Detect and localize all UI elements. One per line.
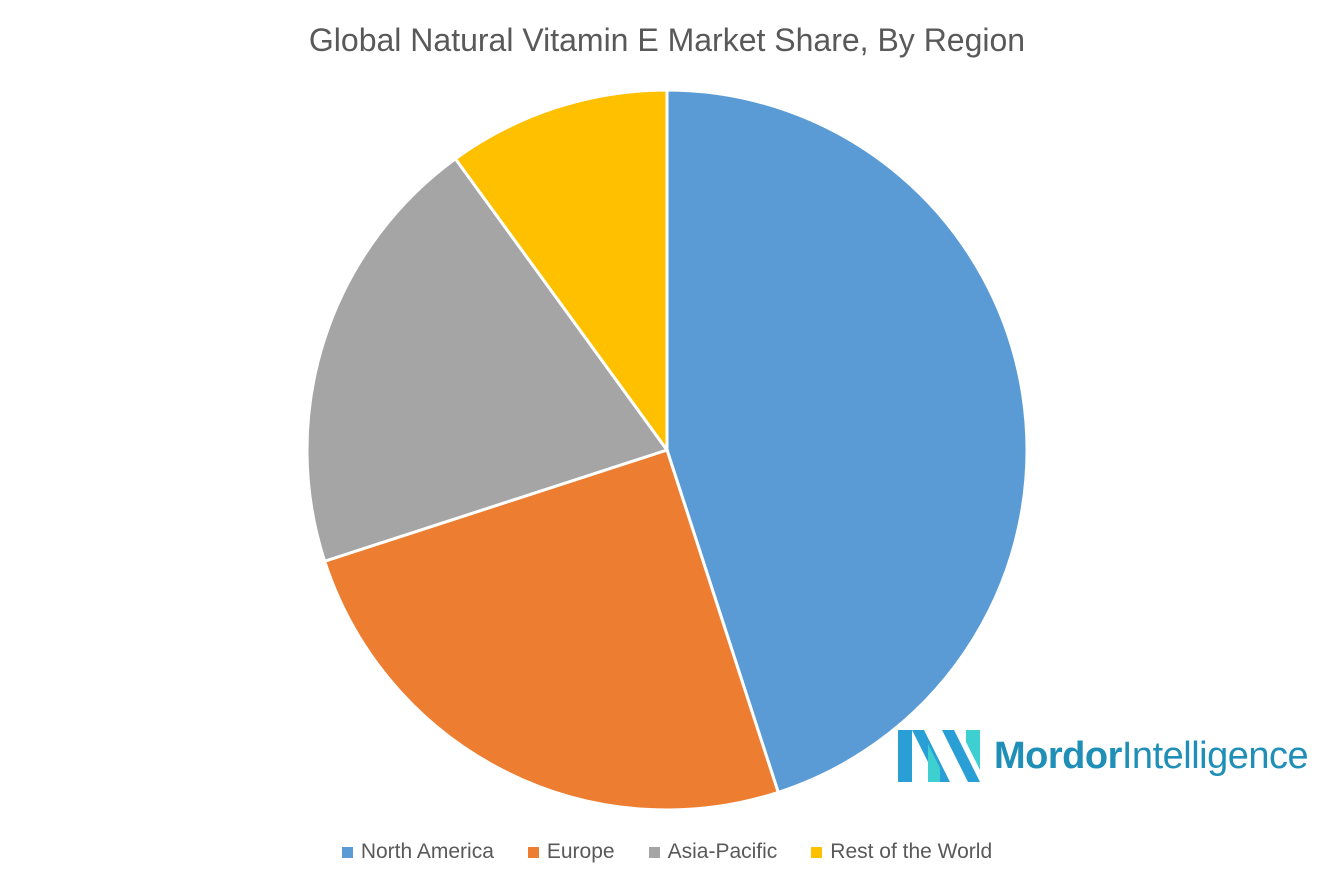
legend-item-rest-of-world: Rest of the World: [811, 840, 992, 864]
legend-label: Europe: [546, 840, 615, 863]
legend-item-asia-pacific: Asia-Pacific: [648, 840, 778, 864]
mordor-logo-icon: [898, 730, 980, 782]
legend-label: North America: [360, 840, 494, 863]
legend-swatch: [341, 846, 353, 858]
pie-slices: [305, 88, 1029, 812]
legend-swatch: [648, 846, 660, 858]
mordor-intelligence-logo: MordorIntelligence: [898, 730, 1309, 782]
pie-slice-europe: [322, 448, 781, 812]
legend-item-europe: Europe: [527, 840, 615, 864]
pie-slice-rest-of-the-world: [453, 88, 669, 455]
logo-word-mordor: Mordor: [994, 734, 1122, 777]
legend-label: Rest of the World: [830, 840, 993, 863]
legend-swatch: [811, 846, 823, 858]
pie-slice-north-america: [665, 88, 1029, 795]
logo-text: MordorIntelligence: [994, 734, 1309, 778]
chart-title: Global Natural Vitamin E Market Share, B…: [308, 22, 1026, 58]
logo-word-intelligence: Intelligence: [1121, 734, 1309, 777]
pie-slice-asia-pacific: [305, 156, 670, 564]
legend-label: Asia-Pacific: [667, 840, 778, 863]
legend-item-north-america: North America: [341, 840, 494, 864]
legend-swatch: [527, 846, 539, 858]
chart-legend: North America Europe Asia-Pacific Rest o…: [0, 840, 1334, 864]
